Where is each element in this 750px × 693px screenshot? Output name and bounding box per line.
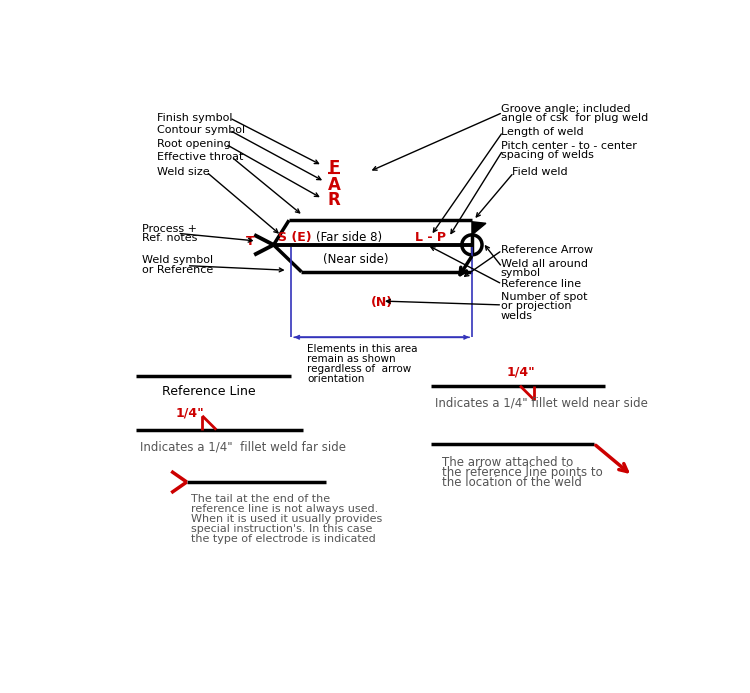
Text: Indicates a 1/4"  fillet weld far side: Indicates a 1/4" fillet weld far side <box>140 440 346 453</box>
Text: F: F <box>328 159 340 177</box>
Text: the location of the weld: the location of the weld <box>442 476 582 489</box>
Text: spacing of welds: spacing of welds <box>501 150 593 160</box>
Text: Root opening: Root opening <box>158 139 231 149</box>
Text: Elements in this area: Elements in this area <box>307 344 417 354</box>
Text: Process +: Process + <box>142 224 196 234</box>
Polygon shape <box>472 222 486 235</box>
Text: Indicates a 1/4" fillet weld near side: Indicates a 1/4" fillet weld near side <box>435 396 647 409</box>
Text: Reference line: Reference line <box>501 279 580 289</box>
Text: special instruction's. In this case: special instruction's. In this case <box>190 524 372 534</box>
Text: Ref. notes: Ref. notes <box>142 233 197 243</box>
Text: regardless of  arrow: regardless of arrow <box>307 364 411 374</box>
Text: remain as shown: remain as shown <box>307 354 395 364</box>
Text: T: T <box>245 234 254 247</box>
Text: Field weld: Field weld <box>512 168 568 177</box>
Text: the reference line points to: the reference line points to <box>442 466 603 480</box>
Text: (Far side 8): (Far side 8) <box>316 231 382 244</box>
Text: (N): (N) <box>370 296 392 309</box>
Text: reference line is not always used.: reference line is not always used. <box>190 504 378 514</box>
Text: S (E): S (E) <box>278 231 312 244</box>
Text: Groove angle; included: Groove angle; included <box>501 103 630 114</box>
Text: symbol: symbol <box>501 267 541 278</box>
Text: Length of weld: Length of weld <box>501 127 584 137</box>
Text: The arrow attached to: The arrow attached to <box>442 456 574 469</box>
Text: or projection: or projection <box>501 301 572 311</box>
Text: Reference Line: Reference Line <box>162 385 256 398</box>
Text: the type of electrode is indicated: the type of electrode is indicated <box>190 534 375 544</box>
Text: Weld size: Weld size <box>158 167 210 177</box>
Text: A: A <box>328 176 340 194</box>
Text: Weld all around: Weld all around <box>501 259 588 269</box>
Text: (Near side): (Near side) <box>323 253 388 266</box>
Text: Pitch center - to - center: Pitch center - to - center <box>501 141 637 150</box>
Text: R: R <box>328 191 340 209</box>
Text: Weld symbol: Weld symbol <box>142 255 213 265</box>
Text: or Reference: or Reference <box>142 265 213 275</box>
Text: 1/4": 1/4" <box>176 406 205 419</box>
Text: Contour symbol: Contour symbol <box>158 125 245 135</box>
Text: When it is used it usually provides: When it is used it usually provides <box>190 514 382 524</box>
Text: Number of spot: Number of spot <box>501 292 587 302</box>
Text: welds: welds <box>501 310 532 321</box>
Text: orientation: orientation <box>307 374 364 384</box>
Text: angle of csk  for plug weld: angle of csk for plug weld <box>501 113 648 123</box>
Text: 1/4": 1/4" <box>507 365 536 378</box>
Text: L - P: L - P <box>416 231 446 244</box>
Text: Finish symbol: Finish symbol <box>158 113 232 123</box>
Text: Reference Arrow: Reference Arrow <box>501 245 592 255</box>
Text: The tail at the end of the: The tail at the end of the <box>190 494 330 504</box>
Text: Effective throat: Effective throat <box>158 152 244 162</box>
